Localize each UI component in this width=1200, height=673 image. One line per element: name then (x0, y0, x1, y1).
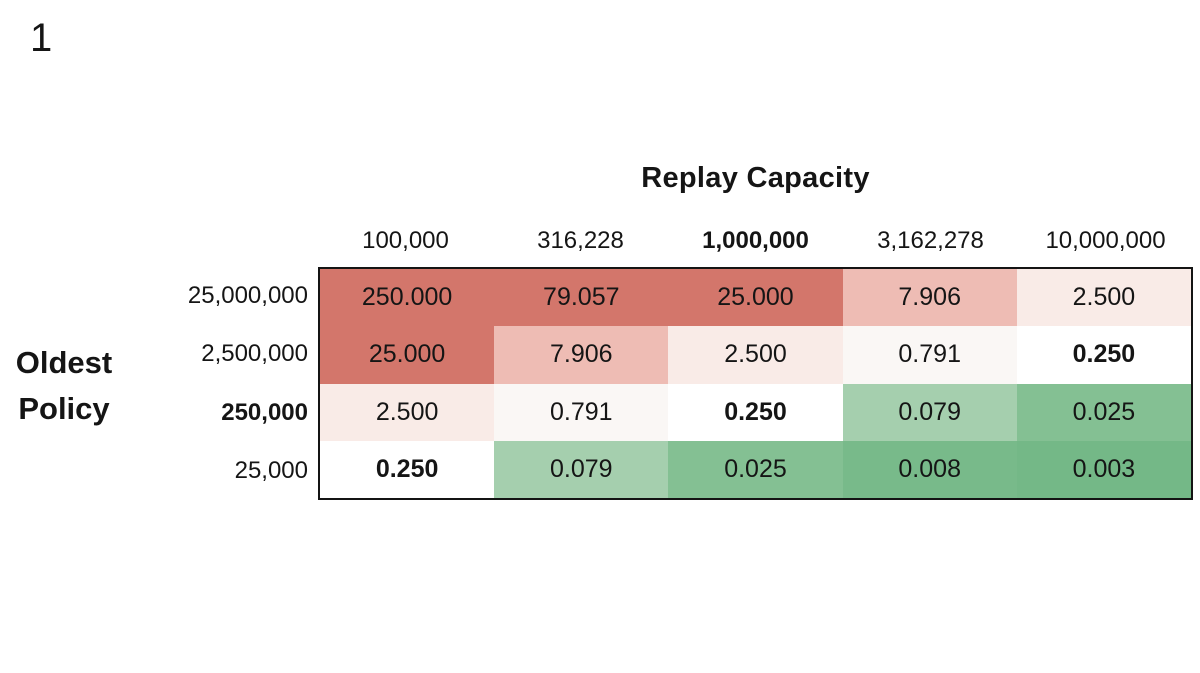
y-axis-label: Oldest Policy (15, 345, 113, 426)
heatmap-cell: 0.250 (1016, 326, 1191, 384)
heatmap-grid: 250.000 79.057 25.000 7.906 2.500 25.000… (318, 267, 1193, 500)
heatmap-cell: 250.000 (320, 269, 495, 327)
heatmap-cell: 2.500 (1016, 269, 1191, 327)
heatmap-cell: 7.906 (842, 269, 1017, 327)
heatmap-cell: 0.003 (1016, 440, 1191, 498)
heatmap-cell: 25.000 (320, 326, 495, 384)
heatmap-cell: 0.025 (668, 440, 843, 498)
heatmap-cell: 25.000 (668, 269, 843, 327)
heatmap-cell: 0.250 (668, 383, 843, 441)
column-header: 100,000 (362, 227, 449, 254)
heatmap-cell: 0.791 (842, 326, 1017, 384)
heatmap-cell: 0.008 (842, 440, 1017, 498)
row-label: 25,000,000 (187, 282, 308, 310)
heatmap-cell: 2.500 (668, 326, 843, 384)
row-labels: 25,000,000 2,500,000 250,000 25,000 (128, 267, 308, 500)
column-headers: 100,000 316,228 1,000,000 3,162,278 10,0… (318, 227, 1193, 255)
heatmap-cell: 2.500 (320, 383, 495, 441)
heatmap-cell: 79.057 (494, 269, 669, 327)
heatmap-cell: 0.079 (842, 383, 1017, 441)
column-header: 10,000,000 (1045, 227, 1166, 254)
heatmap-cell: 0.025 (1016, 383, 1191, 441)
slide-number: 1 (30, 16, 53, 60)
heatmap-cell: 7.906 (494, 326, 669, 384)
heatmap-cell: 0.079 (494, 440, 669, 498)
column-header: 1,000,000 (702, 227, 809, 254)
row-label: 250,000 (221, 398, 308, 426)
heatmap-cell: 0.791 (494, 383, 669, 441)
column-header: 316,228 (537, 227, 624, 254)
column-header: 3,162,278 (877, 227, 984, 254)
row-label: 2,500,000 (201, 340, 308, 368)
chart-title: Replay Capacity (641, 162, 870, 194)
row-label: 25,000 (234, 456, 308, 484)
heatmap-cell: 0.250 (320, 440, 495, 498)
